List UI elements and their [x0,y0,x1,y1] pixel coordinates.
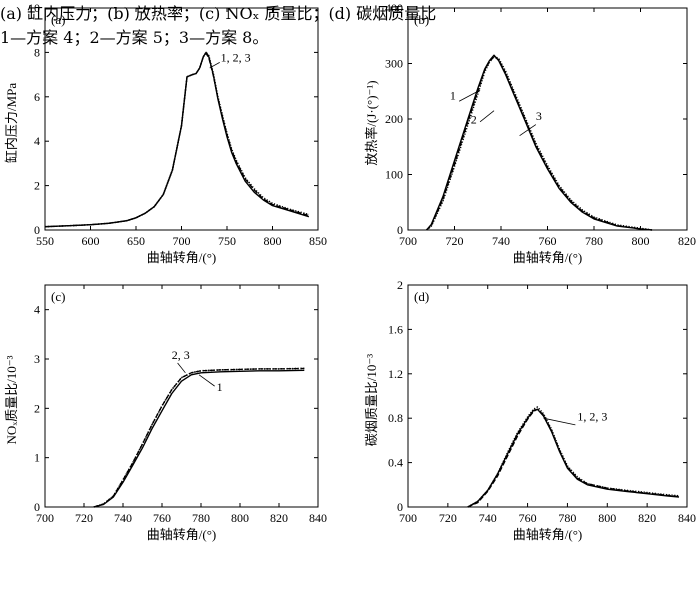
x-tick-label: 720 [75,511,93,525]
annotation-leader-line [458,89,481,102]
chart-panel-d: 700 720 740 760 780 800 820 840 0 0.4 0.8 1.2 1.6 2 (d… [364,278,696,542]
x-tick-label: 720 [439,511,457,525]
x-tick-label: 800 [632,234,650,248]
annotation-leader-line [479,110,495,123]
series-annotation: 2, 3 [172,348,190,362]
y-axis-label: 缸内压力/MPa [4,83,19,163]
x-tick-label: 720 [446,234,464,248]
y-tick-label: 300 [385,57,403,71]
series-line-3 [44,51,310,228]
x-tick-label: 600 [82,234,100,248]
y-axis-label: 碳烟质量比/10⁻³ [364,354,379,446]
y-tick-label: 1 [34,451,40,465]
y-tick-label: 3 [34,352,40,366]
x-tick-label: 700 [36,511,54,525]
series-line-3 [426,55,653,231]
x-tick-label: 740 [479,511,497,525]
y-tick-label: 200 [385,112,403,126]
y-axis-label: 放热率/(J·(°)⁻¹) [364,80,379,165]
chart-panel-b: 700 720 740 760 780 800 820 0 100 200 300 400 (b) 曲轴转… [364,1,696,265]
x-tick-label: 700 [399,234,417,248]
series-annotation: 1, 2, 3 [221,50,251,64]
series-annotation: 3 [536,109,542,123]
x-tick-label: 740 [492,234,510,248]
x-tick-label: 700 [173,234,191,248]
plot-frame [44,7,319,231]
panel-label: (a) [51,12,65,27]
series-annotation: 1 [450,89,456,103]
x-tick-label: 760 [539,234,557,248]
chart-panel-c: 700 720 740 760 780 800 820 840 0 1 2 3 4 (c) 曲轴转角/(°)… [4,284,327,542]
y-axis-label: NOₓ质量比/10⁻³ [4,355,19,444]
annotation-leader-line [519,124,537,136]
caption-line-2: 1—方案 4；2—方案 5；3—方案 8。 [0,28,269,47]
x-tick-label: 800 [264,234,282,248]
annotation-leader-line [209,62,220,69]
x-tick-label: 700 [399,511,417,525]
annotation-leader-line [177,362,186,374]
plot-frame [407,7,688,231]
y-tick-label: 0 [397,223,403,237]
y-tick-label: 1.2 [388,367,403,381]
y-tick-label: 100 [385,168,403,182]
plot-frame [407,284,688,508]
x-tick-label: 750 [218,234,236,248]
y-tick-label: 0 [397,500,403,514]
y-tick-label: 2 [34,401,40,415]
x-tick-label: 850 [309,234,327,248]
y-tick-label: 2 [397,278,403,292]
chart-panel-a: 550 600 650 700 750 800 850 0 2 4 6 8 10 (a) 曲轴转角/(°) 缸… [4,1,327,265]
x-tick-label: 550 [36,234,54,248]
x-tick-label: 760 [519,511,537,525]
series-line-2 [426,56,653,231]
x-axis-label: 曲轴转角/(°) [147,250,216,265]
series-line-1 [426,54,653,231]
series-line-1 [93,369,305,508]
x-tick-label: 820 [638,511,656,525]
y-tick-label: 10 [28,1,40,15]
y-tick-label: 0 [34,500,40,514]
x-tick-label: 780 [558,511,576,525]
series-annotation: 1, 2, 3 [577,409,607,423]
series-line-1 [44,51,310,228]
x-tick-label: 740 [114,511,132,525]
x-tick-label: 780 [585,234,603,248]
x-tick-label: 760 [153,511,171,525]
panel-label: (b) [414,12,429,27]
y-tick-label: 4 [34,134,40,148]
y-tick-label: 0 [34,223,40,237]
x-tick-label: 820 [270,511,288,525]
x-tick-label: 820 [678,234,696,248]
panel-label: (d) [414,289,429,304]
series-line-3 [467,406,680,508]
annotation-leader-line [198,374,215,387]
y-tick-label: 8 [34,45,40,59]
caption-line-1: (a) 缸内压力；(b) 放热率；(c) NOₓ 质量比；(d) 碳烟质量比 [0,4,437,23]
y-tick-label: 4 [34,303,40,317]
x-axis-label: 曲轴转角/(°) [147,527,216,542]
panel-label: (c) [51,289,65,304]
y-tick-label: 400 [385,1,403,15]
x-tick-label: 840 [309,511,327,525]
series-annotation: 1 [217,380,223,394]
series-line-3 [93,367,305,508]
annotation-leader-line [543,417,576,426]
x-axis-label: 曲轴转角/(°) [513,250,582,265]
y-tick-label: 2 [34,179,40,193]
x-tick-label: 650 [127,234,145,248]
y-tick-label: 0.4 [388,456,403,470]
x-tick-label: 840 [678,511,696,525]
y-tick-label: 0.8 [388,411,403,425]
plot-frame [44,284,319,508]
x-tick-label: 780 [192,511,210,525]
x-tick-label: 800 [598,511,616,525]
x-axis-label: 曲轴转角/(°) [513,527,582,542]
y-tick-label: 6 [34,90,40,104]
series-line-2 [93,367,305,508]
y-tick-label: 1.6 [388,322,403,336]
series-annotation: 2 [471,112,477,126]
x-tick-label: 800 [231,511,249,525]
